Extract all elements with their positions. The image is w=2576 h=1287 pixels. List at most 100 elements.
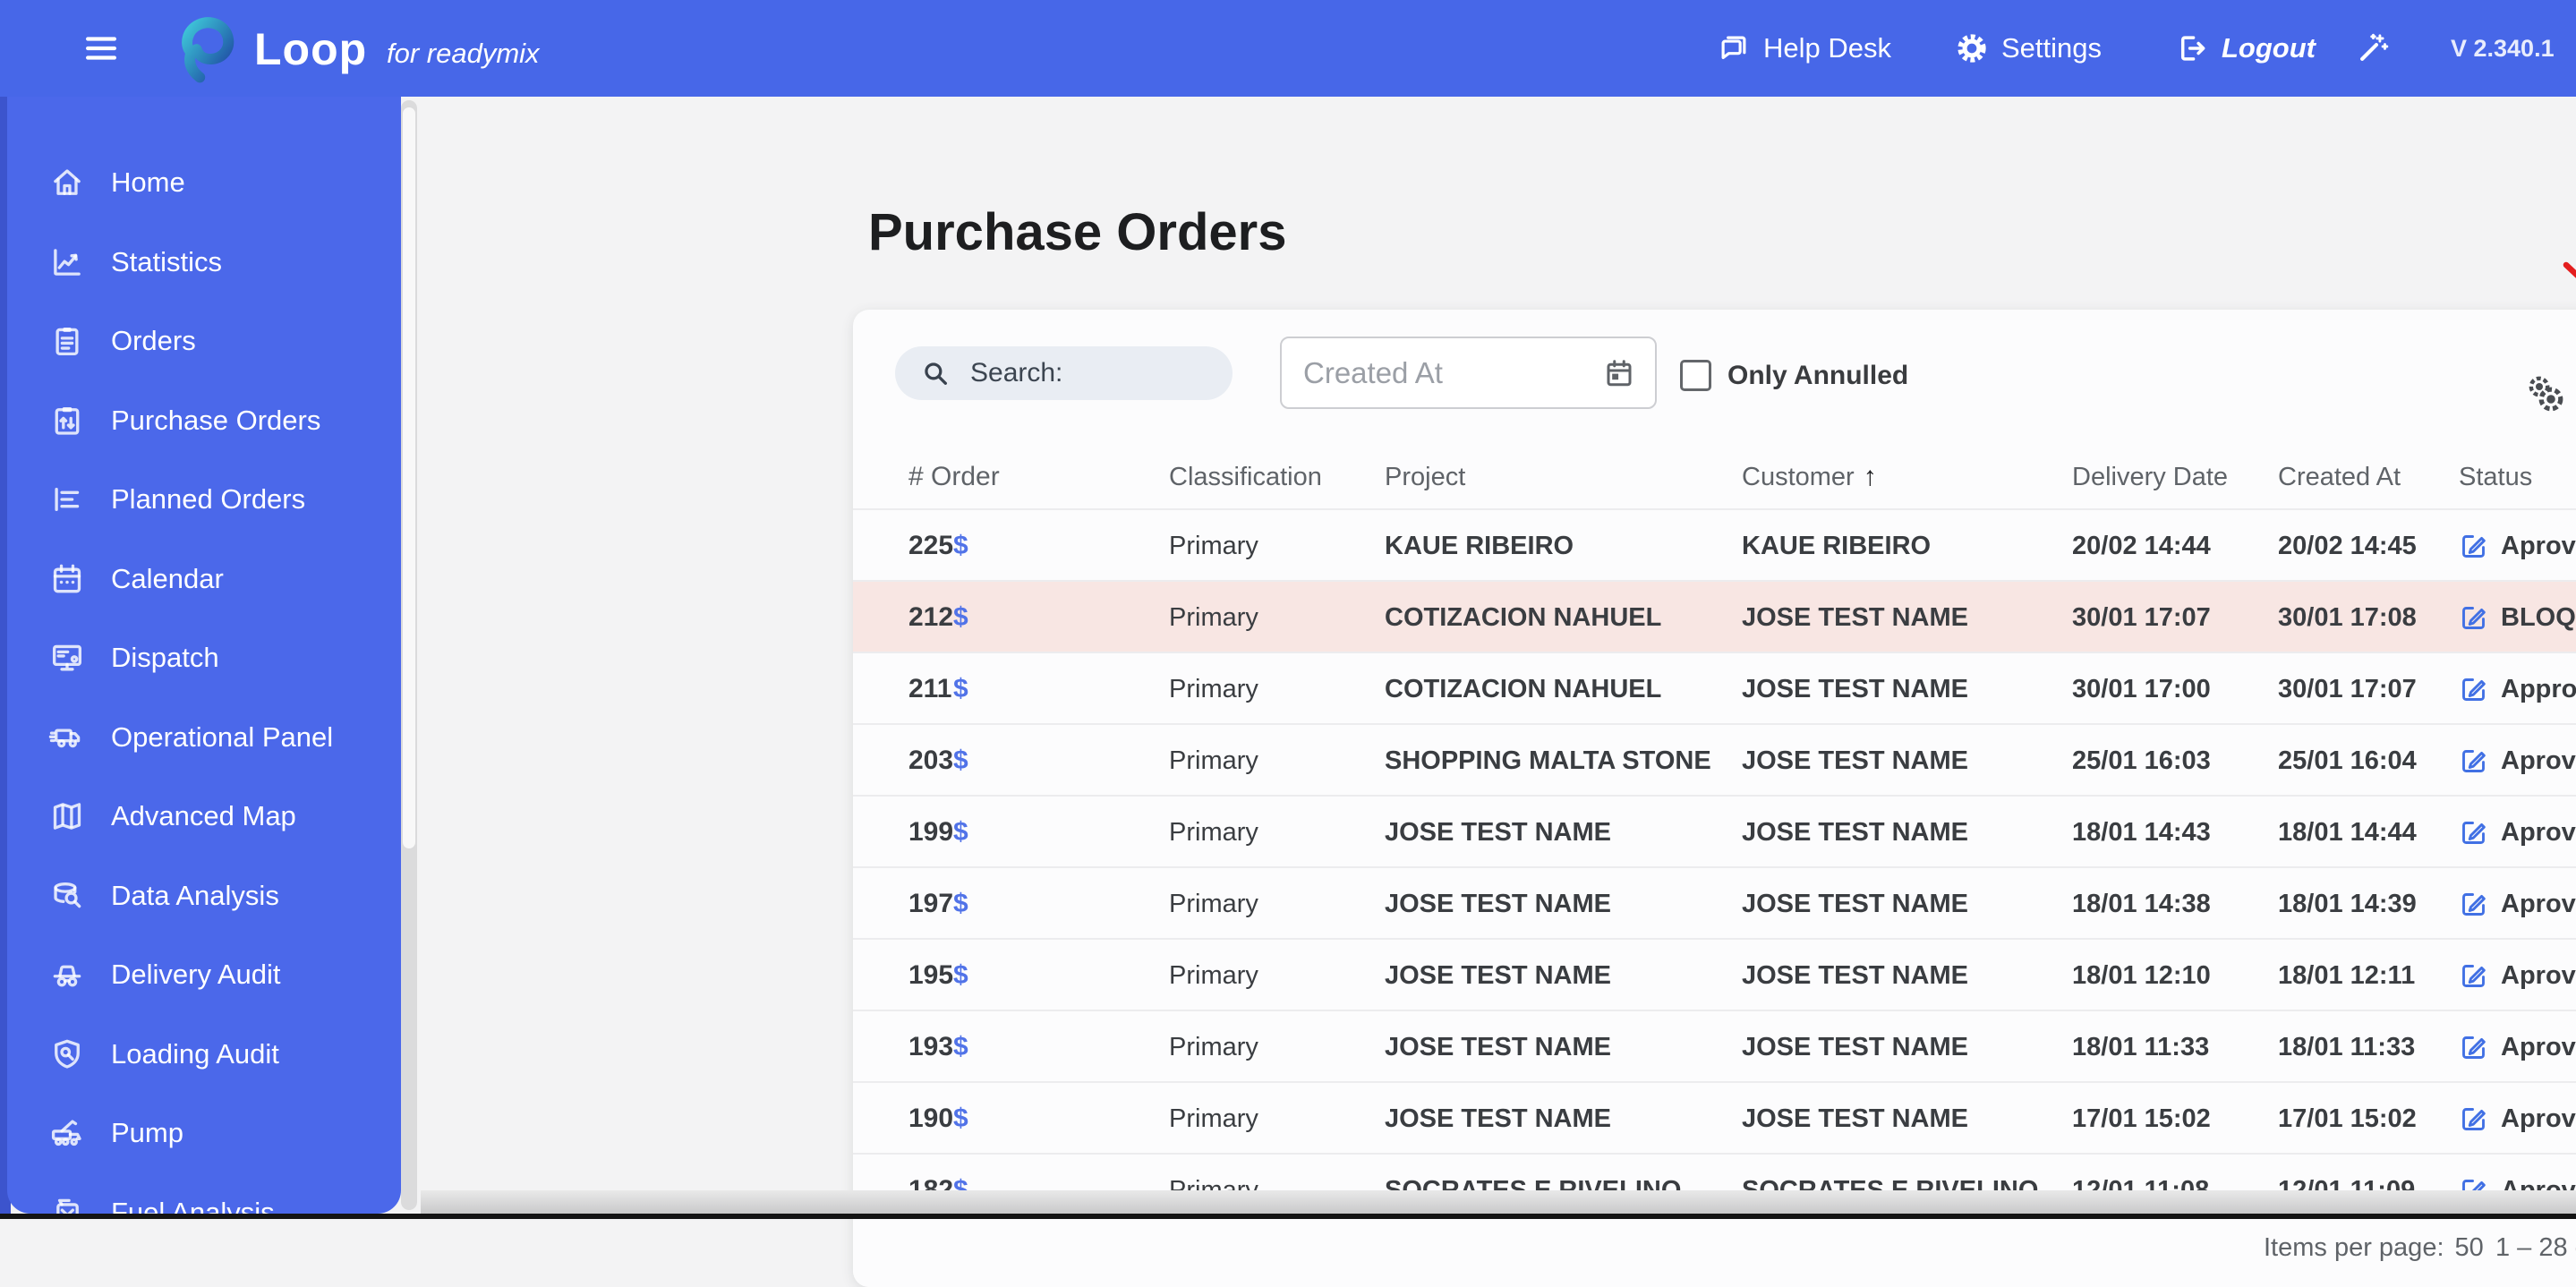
cell-classification: Primary xyxy=(1169,1032,1258,1061)
items-per-page[interactable]: Items per page: 50 xyxy=(2264,1208,2484,1287)
logout-button[interactable]: Logout xyxy=(2175,0,2316,97)
sidebar-item-fuel-analysis[interactable]: Fuel Analysis xyxy=(7,1173,401,1214)
dollar-icon[interactable]: $ xyxy=(953,1104,968,1133)
help-desk-button[interactable]: Help Desk xyxy=(1717,0,1891,97)
column-status[interactable]: Status xyxy=(2459,462,2533,491)
status-edit-icon[interactable] xyxy=(2459,532,2488,561)
status-label: Aprovado xyxy=(2501,1032,2576,1061)
cell-created-at: 20/02 14:45 xyxy=(2278,531,2417,560)
sidebar-item-label: Loading Audit xyxy=(111,1037,279,1070)
sidebar-item-statistics[interactable]: Statistics xyxy=(7,223,401,302)
cell-delivery-date: 18/01 12:10 xyxy=(2072,960,2211,990)
cell-customer: JOSE TEST NAME xyxy=(1742,602,1968,632)
cell-project: KAUE RIBEIRO xyxy=(1385,531,1574,560)
table-settings-gears-icon[interactable] xyxy=(2523,371,2566,414)
column-customer[interactable]: Customer ↑ xyxy=(1742,462,1877,491)
cell-classification: Primary xyxy=(1169,674,1258,703)
table-row[interactable]: 212 $ Primary COTIZACION NAHUEL JOSE TES… xyxy=(853,580,2576,652)
column-project[interactable]: Project xyxy=(1385,462,1466,491)
table-row[interactable]: 195 $ Primary JOSE TEST NAME JOSE TEST N… xyxy=(853,938,2576,1010)
sidebar-item-delivery-audit[interactable]: Delivery Audit xyxy=(7,935,401,1014)
dollar-icon[interactable]: $ xyxy=(953,817,968,847)
sidebar-item-calendar[interactable]: Calendar xyxy=(7,540,401,618)
sidebar-item-orders[interactable]: Orders xyxy=(7,302,401,380)
table-row[interactable]: 211 $ Primary COTIZACION NAHUEL JOSE TES… xyxy=(853,652,2576,723)
logout-label: Logout xyxy=(2222,32,2316,64)
created-at-date-input[interactable]: Created At xyxy=(1280,337,1657,409)
column-order[interactable]: # Order xyxy=(908,462,1000,491)
status-edit-icon[interactable] xyxy=(2459,961,2488,991)
table-row[interactable]: 197 $ Primary JOSE TEST NAME JOSE TEST N… xyxy=(853,866,2576,938)
cell-status: Aprovado xyxy=(2459,797,2576,868)
dollar-icon[interactable]: $ xyxy=(953,674,968,703)
items-per-page-value[interactable]: 50 xyxy=(2454,1232,2484,1262)
sidebar-item-planned-orders[interactable]: Planned Orders xyxy=(7,460,401,539)
dollar-icon[interactable]: $ xyxy=(953,1032,968,1061)
dollar-icon[interactable]: $ xyxy=(953,602,968,632)
dollar-icon[interactable]: $ xyxy=(953,746,968,775)
order-number: 225 xyxy=(908,531,954,560)
sidebar-item-data-analysis[interactable]: Data Analysis xyxy=(7,857,401,935)
date-placeholder: Created At xyxy=(1303,355,1443,389)
sidebar-item-label: Planned Orders xyxy=(111,483,306,515)
cell-status: Aprovado xyxy=(2459,510,2576,582)
status-edit-icon[interactable] xyxy=(2459,818,2488,848)
table-row[interactable]: 203 $ Primary SHOPPING MALTA STONE JOSE … xyxy=(853,723,2576,795)
sidebar-item-purchase-orders[interactable]: Purchase Orders xyxy=(7,381,401,460)
cell-project: JOSE TEST NAME xyxy=(1385,1032,1611,1061)
status-edit-icon[interactable] xyxy=(2459,746,2488,776)
sidebar-item-advanced-map[interactable]: Advanced Map xyxy=(7,777,401,856)
cell-delivery-date: 20/02 14:44 xyxy=(2072,531,2211,560)
settings-button[interactable]: Settings xyxy=(1955,0,2102,97)
order-number: 195 xyxy=(908,960,954,990)
magic-wand-button[interactable] xyxy=(2356,0,2390,97)
dollar-icon[interactable]: $ xyxy=(953,960,968,990)
status-label: Aprovado xyxy=(2501,889,2576,918)
cell-customer: JOSE TEST NAME xyxy=(1742,674,1968,703)
sidebar-item-operational-panel[interactable]: Operational Panel xyxy=(7,698,401,777)
purchase-orders-icon xyxy=(48,402,86,439)
only-annulled-label: Only Annulled xyxy=(1727,361,1909,390)
table-row[interactable]: 225 $ Primary KAUE RIBEIRO KAUE RIBEIRO … xyxy=(853,508,2576,580)
dollar-icon[interactable]: $ xyxy=(953,889,968,918)
search-input[interactable]: Search: xyxy=(895,346,1233,400)
table-row[interactable]: 190 $ Primary JOSE TEST NAME JOSE TEST N… xyxy=(853,1081,2576,1153)
table-row[interactable]: 193 $ Primary JOSE TEST NAME JOSE TEST N… xyxy=(853,1010,2576,1081)
cell-customer: JOSE TEST NAME xyxy=(1742,1104,1968,1133)
help-desk-label: Help Desk xyxy=(1763,32,1891,64)
table-body: 225 $ Primary KAUE RIBEIRO KAUE RIBEIRO … xyxy=(853,508,2576,1206)
column-created-at[interactable]: Created At xyxy=(2278,462,2401,491)
sidebar-item-label: Calendar xyxy=(111,562,224,594)
cell-project: SHOPPING MALTA STONE xyxy=(1385,746,1711,775)
sidebar-item-dispatch[interactable]: Dispatch xyxy=(7,618,401,697)
status-edit-icon[interactable] xyxy=(2459,890,2488,919)
cell-created-at: 18/01 14:44 xyxy=(2278,817,2417,847)
status-edit-icon[interactable] xyxy=(2459,675,2488,704)
sidebar-item-pump[interactable]: Pump xyxy=(7,1094,401,1172)
cell-status: Aprovado xyxy=(2459,1011,2576,1083)
column-classification[interactable]: Classification xyxy=(1169,462,1322,491)
sidebar-scrollbar[interactable] xyxy=(401,100,417,1210)
cell-delivery-date: 30/01 17:07 xyxy=(2072,602,2211,632)
table-row[interactable]: 199 $ Primary JOSE TEST NAME JOSE TEST N… xyxy=(853,795,2576,866)
sidebar-item-home[interactable]: Home xyxy=(7,143,401,222)
dollar-icon[interactable]: $ xyxy=(953,531,968,560)
cell-created-at: 30/01 17:07 xyxy=(2278,674,2417,703)
app-version: V 2.340.1 xyxy=(2451,34,2555,62)
horizontal-scroll-area[interactable] xyxy=(421,1190,2576,1214)
only-annulled-checkbox[interactable] xyxy=(1680,360,1711,391)
cell-delivery-date: 18/01 11:33 xyxy=(2072,1032,2210,1061)
status-edit-icon[interactable] xyxy=(2459,603,2488,633)
sidebar-item-label: Dispatch xyxy=(111,642,219,673)
sidebar-scrollbar-thumb[interactable] xyxy=(403,107,415,848)
status-edit-icon[interactable] xyxy=(2459,1033,2488,1062)
status-label: Aprovado xyxy=(2501,531,2576,560)
sidebar-item-label: Data Analysis xyxy=(111,879,279,911)
column-delivery-date[interactable]: Delivery Date xyxy=(2072,462,2229,491)
menu-icon[interactable] xyxy=(82,30,120,67)
cell-status: Approved xyxy=(2459,653,2576,725)
status-edit-icon[interactable] xyxy=(2459,1104,2488,1134)
status-label: Aprovado xyxy=(2501,817,2576,847)
sidebar-item-loading-audit[interactable]: Loading Audit xyxy=(7,1015,401,1094)
cell-project: COTIZACION NAHUEL xyxy=(1385,602,1662,632)
